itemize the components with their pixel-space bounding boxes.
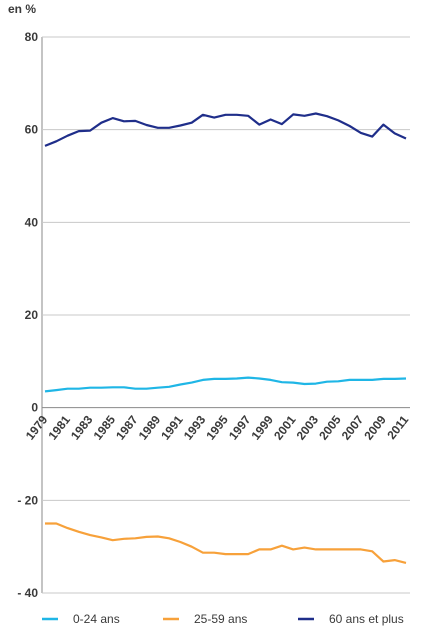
x-tick-label: 2005 bbox=[316, 413, 344, 443]
gridlines bbox=[41, 36, 410, 594]
y-tick-label: 0 bbox=[31, 401, 38, 415]
x-tick-label: 2007 bbox=[339, 413, 367, 443]
y-tick-label: 80 bbox=[25, 30, 39, 44]
y-tick-label: 20 bbox=[25, 308, 39, 322]
x-tick-label: 1987 bbox=[113, 413, 141, 443]
x-tick-label: 2003 bbox=[294, 413, 322, 443]
y-tick-label: 60 bbox=[25, 123, 39, 137]
y-tick-label: - 40 bbox=[17, 586, 38, 600]
x-tick-label: 1999 bbox=[249, 413, 277, 443]
series-line-3 bbox=[44, 112, 407, 147]
x-tick-label: 1979 bbox=[23, 413, 51, 443]
series-lines bbox=[44, 112, 407, 564]
legend-label-3: 60 ans et plus bbox=[329, 612, 404, 626]
x-tick-label: 1997 bbox=[226, 413, 254, 443]
x-tick-label: 2009 bbox=[361, 413, 389, 443]
unit-label: en % bbox=[8, 2, 36, 16]
x-tick-label: 1989 bbox=[136, 413, 164, 443]
x-tick-label: 2001 bbox=[271, 413, 299, 443]
y-tick-labels: 80 60 40 20 0 - 20 - 40 bbox=[17, 30, 38, 600]
y-tick-label: - 20 bbox=[17, 493, 38, 507]
x-tick-label: 1995 bbox=[203, 413, 231, 443]
x-tick-label: 1985 bbox=[91, 413, 119, 443]
x-tick-label: 1981 bbox=[45, 413, 73, 443]
legend: 0-24 ans 25-59 ans 60 ans et plus bbox=[42, 612, 404, 626]
series-line-1 bbox=[44, 376, 407, 393]
x-tick-label: 2011 bbox=[384, 413, 411, 442]
x-tick-labels: 1979198119831985198719891991199319951997… bbox=[23, 413, 412, 443]
legend-label-2: 25-59 ans bbox=[194, 612, 247, 626]
x-tick-label: 1993 bbox=[181, 413, 209, 443]
x-tick-label: 1983 bbox=[68, 413, 96, 443]
legend-label-1: 0-24 ans bbox=[73, 612, 120, 626]
series-line-2 bbox=[45, 522, 407, 564]
y-tick-label: 40 bbox=[25, 215, 39, 229]
x-tick-label: 1991 bbox=[158, 413, 186, 443]
